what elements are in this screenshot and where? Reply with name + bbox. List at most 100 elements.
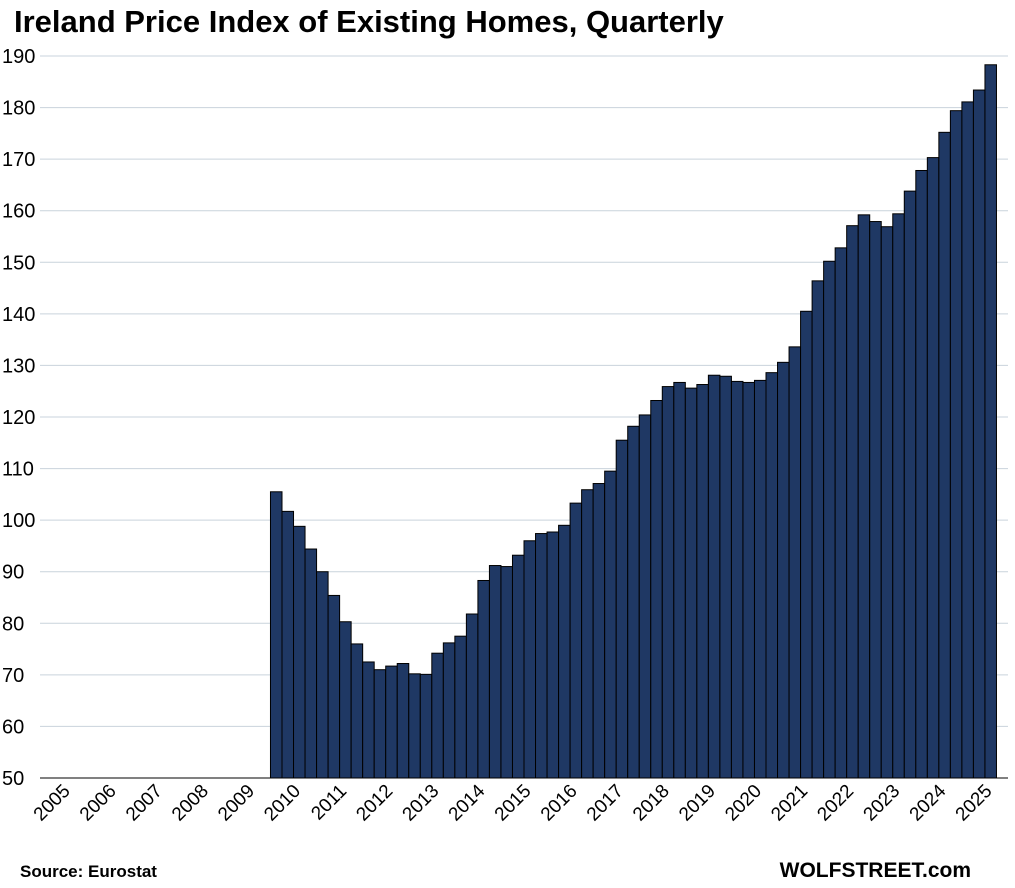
bar — [350, 643, 364, 779]
bar — [558, 524, 571, 779]
bar — [385, 665, 398, 779]
bar — [742, 381, 755, 779]
bar — [316, 571, 329, 779]
bar — [442, 642, 456, 779]
bar — [396, 663, 410, 779]
bar — [753, 379, 767, 779]
bar — [627, 425, 640, 779]
y-tick-label: 150 — [2, 252, 35, 274]
bar — [304, 548, 318, 779]
bar — [857, 214, 871, 779]
y-tick-label: 180 — [2, 98, 35, 120]
bar — [339, 621, 352, 779]
bars — [269, 64, 997, 779]
y-tick-label: 50 — [2, 768, 24, 790]
bar — [604, 470, 617, 779]
bar — [269, 491, 283, 779]
bar — [880, 226, 894, 779]
bar — [454, 635, 467, 779]
bar — [511, 554, 525, 779]
x-tick-label: 2009 — [214, 781, 259, 826]
bar — [788, 346, 802, 779]
bar — [869, 221, 882, 779]
bar — [535, 533, 548, 779]
bar — [926, 157, 940, 779]
bar — [569, 502, 583, 779]
bar — [408, 673, 421, 779]
bar — [834, 247, 848, 779]
y-tick-label: 70 — [2, 665, 24, 687]
bar — [846, 225, 859, 779]
x-tick-label: 2020 — [721, 781, 766, 826]
bar — [465, 613, 479, 779]
bar — [281, 510, 295, 779]
x-tick-label: 2022 — [813, 781, 858, 826]
bar — [915, 169, 928, 779]
bar — [696, 384, 709, 779]
x-tick-label: 2005 — [30, 781, 75, 826]
bar — [431, 652, 444, 779]
y-tick-label: 120 — [2, 407, 35, 429]
x-tick-label: 2019 — [675, 781, 720, 826]
y-tick-label: 170 — [2, 149, 35, 171]
bar — [419, 673, 433, 779]
bar — [719, 375, 732, 779]
bar — [523, 540, 537, 779]
bar — [500, 566, 513, 779]
x-tick-label: 2012 — [353, 781, 398, 826]
y-tick-label: 100 — [2, 510, 35, 532]
x-tick-label: 2006 — [76, 781, 121, 826]
bar — [293, 525, 306, 779]
x-tick-label: 2014 — [445, 780, 490, 825]
bar — [903, 190, 917, 779]
x-tick-label: 2017 — [583, 781, 628, 826]
bar — [707, 374, 721, 779]
x-axis-ticks: 2005 2006 2007 2008 2009 2010 2011 2012 2013 2014… — [30, 780, 997, 825]
bar — [488, 565, 502, 779]
source-note: Source: Eurostat — [20, 862, 157, 881]
bar — [615, 439, 629, 779]
y-tick-label: 140 — [2, 304, 35, 326]
bar — [477, 579, 490, 779]
x-tick-label: 2024 — [906, 780, 951, 825]
bar — [892, 213, 905, 779]
bar — [362, 661, 375, 779]
bar — [592, 483, 606, 779]
x-tick-label: 2010 — [260, 781, 305, 826]
x-tick-label: 2008 — [168, 781, 213, 826]
y-axis-ticks: 50 60 70 80 90 100 110 120 130 140 150 160 170 180 190 — [2, 46, 35, 790]
x-tick-label: 2021 — [767, 781, 812, 826]
x-tick-label: 2007 — [122, 781, 167, 826]
bar — [961, 101, 974, 779]
x-tick-label: 2015 — [491, 781, 536, 826]
chart-title: Ireland Price Index of Existing Homes, Q… — [14, 4, 724, 39]
x-tick-label: 2016 — [537, 781, 582, 826]
y-tick-label: 90 — [2, 562, 24, 584]
bar — [684, 387, 698, 779]
bar — [650, 399, 663, 779]
y-tick-label: 130 — [2, 355, 35, 377]
bar — [581, 489, 594, 779]
x-tick-label: 2023 — [860, 781, 905, 826]
bar — [661, 386, 675, 779]
y-tick-label: 110 — [2, 459, 34, 481]
x-tick-label: 2018 — [629, 781, 674, 826]
bar — [730, 380, 744, 779]
y-tick-label: 80 — [2, 613, 24, 635]
y-tick-label: 60 — [2, 716, 24, 738]
bar — [800, 310, 813, 779]
bar — [823, 260, 836, 779]
bar — [638, 414, 652, 779]
brand-watermark: WOLFSTREET.com — [779, 859, 971, 882]
y-tick-label: 160 — [2, 201, 35, 223]
x-tick-label: 2025 — [952, 781, 997, 826]
y-tick-label: 190 — [2, 46, 35, 68]
bar — [938, 131, 951, 779]
bar — [673, 381, 686, 779]
bar — [811, 280, 825, 779]
bar — [972, 89, 986, 779]
bar — [984, 64, 997, 779]
x-tick-label: 2011 — [307, 781, 351, 825]
bar — [949, 110, 963, 779]
